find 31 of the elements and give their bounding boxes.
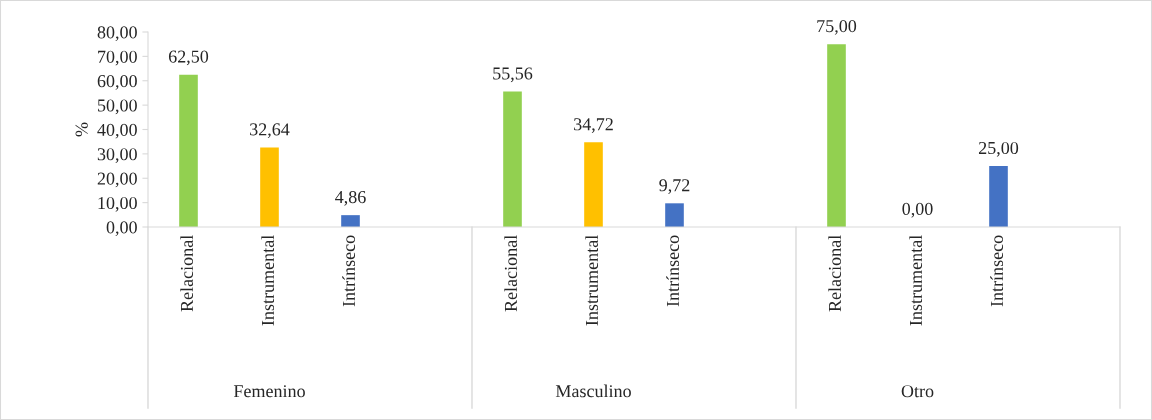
y-tick-label: 10,00: [98, 196, 137, 212]
data-label: 34,72: [574, 118, 613, 133]
x-tick-label: Intrínseco: [342, 235, 356, 307]
x-tick-label: Intrínseco: [990, 235, 1004, 307]
y-tick-label: 80,00: [97, 26, 137, 42]
y-tick-label: 40,00: [97, 123, 137, 139]
y-tick-label: 70,00: [98, 50, 137, 66]
data-label: 9,72: [659, 179, 690, 194]
x-tick-label: Intrínseco: [666, 235, 680, 307]
data-label: 55,56: [493, 67, 533, 83]
data-label: 0,00: [902, 202, 933, 218]
data-label: 4,86: [335, 190, 366, 206]
y-tick-label: 50,00: [98, 99, 137, 115]
text: Otro: [901, 385, 934, 398]
data-label: 25,00: [978, 141, 1019, 157]
data-label: 62,50: [168, 50, 209, 66]
y-tick-label: 60,00: [97, 75, 137, 90]
y-tick-label: 20,00: [97, 172, 137, 188]
data-label: 75,00: [817, 20, 857, 35]
data-label: 32,64: [250, 123, 290, 139]
text: Masculino: [555, 384, 631, 398]
y-tick-label: 0,00: [106, 221, 137, 237]
x-tick-label: Relacional: [504, 235, 518, 312]
y-axis-title: %: [75, 122, 88, 137]
x-tick-label: Instrumental: [585, 235, 599, 326]
x-tick-label: Instrumental: [261, 235, 275, 326]
x-tick-label: Instrumental: [909, 235, 923, 326]
x-tick-label: Relacional: [828, 235, 842, 312]
x-tick-label: Relacional: [180, 235, 194, 312]
y-tick-label: 30,00: [97, 148, 137, 163]
text: Femenino: [233, 385, 305, 398]
